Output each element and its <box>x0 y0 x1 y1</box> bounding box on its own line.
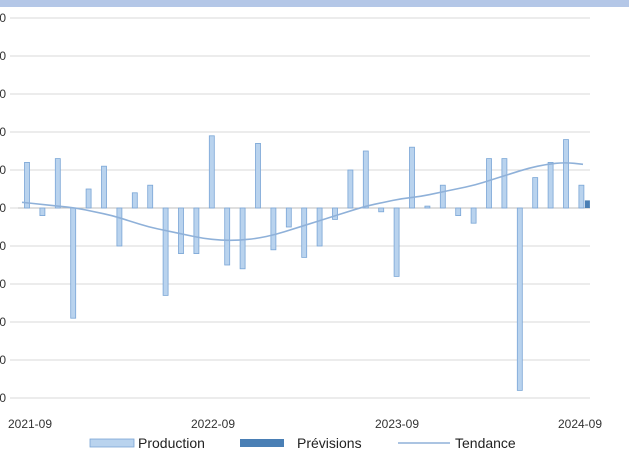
production-bars <box>24 135 585 391</box>
production-bar <box>316 207 323 247</box>
y-tick-label: 0 <box>0 87 6 101</box>
y-tick-label: 0 <box>0 239 6 253</box>
y-tick-label: 0 <box>0 391 6 405</box>
production-bar <box>255 142 261 209</box>
y-tick-label: 0 <box>0 49 6 63</box>
production-bar <box>162 207 169 296</box>
legend-label-production: Production <box>138 435 205 451</box>
production-bar <box>486 158 492 209</box>
production-bar <box>393 207 400 277</box>
production-bar <box>131 192 138 209</box>
legend-label-trend: Tendance <box>455 435 516 451</box>
production-bar <box>270 207 277 251</box>
y-tick-label: 0 <box>0 277 6 291</box>
production-bar <box>116 207 123 247</box>
production-bar <box>178 207 184 254</box>
production-bar <box>578 184 585 209</box>
production-bar <box>101 165 107 209</box>
production-bar <box>301 207 308 258</box>
production-bar <box>239 207 246 270</box>
production-bar <box>332 207 338 220</box>
y-tick-label: 0 <box>0 125 6 139</box>
y-tick-label: 0 <box>0 201 6 215</box>
production-bar <box>347 169 354 209</box>
trend-series-line <box>21 162 584 242</box>
x-tick-label: 2021-09 <box>8 417 52 431</box>
production-bar <box>147 184 154 209</box>
production-bar <box>70 207 77 319</box>
production-bar <box>563 139 569 209</box>
y-axis-ticks: 0 0 0 0 0 0 0 0 0 0 0 <box>0 11 6 405</box>
production-bar <box>470 207 477 224</box>
legend-swatch-production <box>89 438 135 448</box>
y-tick-label: 0 <box>0 163 6 177</box>
production-bar <box>455 207 462 216</box>
x-axis-ticks: 2021-09 2022-09 2023-09 2024-09 <box>8 417 602 431</box>
forecast-bar <box>584 200 590 208</box>
top-band <box>0 0 629 7</box>
production-bar <box>378 207 385 213</box>
production-bar <box>532 177 539 209</box>
production-bar <box>439 184 446 209</box>
production-bar <box>516 207 523 391</box>
legend: Production Prévisions Tendance <box>89 435 516 451</box>
production-bar <box>501 158 508 209</box>
production-bar <box>39 207 46 216</box>
forecast-bars <box>584 200 590 208</box>
legend-swatch-forecast <box>240 439 284 447</box>
y-tick-label: 0 <box>0 315 6 329</box>
trend-line <box>21 162 584 242</box>
production-bar <box>362 150 369 209</box>
production-bar <box>24 161 30 209</box>
production-bar <box>285 207 292 228</box>
production-bar <box>193 207 200 254</box>
x-tick-label: 2022-09 <box>191 417 235 431</box>
production-bar <box>54 158 61 209</box>
y-tick-label: 0 <box>0 11 6 25</box>
y-tick-label: 0 <box>0 353 6 367</box>
production-bar <box>409 146 415 209</box>
production-bar <box>85 188 92 209</box>
production-bar <box>424 205 431 209</box>
production-bar <box>224 207 231 266</box>
production-bar <box>208 135 215 209</box>
production-bar <box>547 161 554 209</box>
legend-label-forecast: Prévisions <box>297 435 362 451</box>
x-tick-label: 2023-09 <box>375 417 419 431</box>
x-tick-label: 2024-09 <box>558 417 602 431</box>
